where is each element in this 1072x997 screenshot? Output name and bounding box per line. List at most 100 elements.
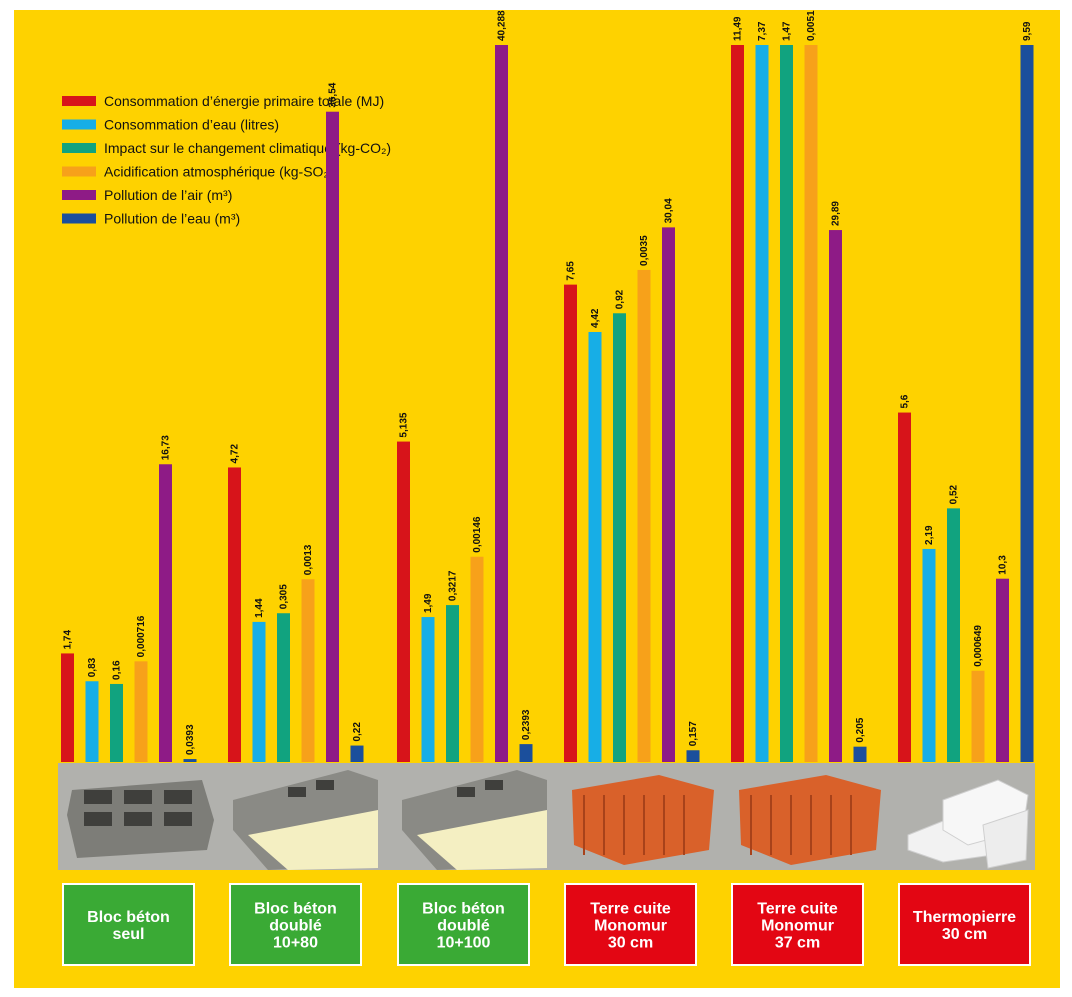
data-label: 0,0035 bbox=[639, 235, 650, 266]
bar bbox=[446, 605, 459, 762]
data-label: 1,44 bbox=[254, 598, 265, 618]
legend-swatch bbox=[62, 119, 96, 130]
data-label: 1,47 bbox=[782, 21, 793, 41]
bar bbox=[947, 508, 960, 762]
insulation-layer bbox=[248, 810, 378, 870]
bar bbox=[326, 111, 339, 763]
legend-swatch bbox=[62, 166, 96, 177]
block-hole bbox=[164, 790, 192, 804]
block-hole bbox=[124, 812, 152, 826]
data-label: 0,52 bbox=[949, 484, 960, 504]
bar bbox=[755, 45, 769, 762]
category-label: Terre cuite bbox=[757, 901, 838, 918]
aerated-block-shape bbox=[982, 809, 1029, 869]
bar bbox=[85, 681, 99, 762]
bar bbox=[495, 45, 508, 762]
category-label: Monomur bbox=[594, 918, 667, 935]
legend-swatch bbox=[62, 143, 96, 153]
bar bbox=[637, 269, 651, 762]
category-box bbox=[231, 885, 360, 964]
data-label: 0,157 bbox=[688, 721, 699, 746]
category-box bbox=[566, 885, 695, 964]
bar-groups: 1,74 4,72 5,135 7,65 11,49 5,6 0,83 1,44 1,49 4,4… bbox=[61, 10, 1034, 763]
block-hole bbox=[124, 790, 152, 804]
data-label: 29,89 bbox=[831, 201, 842, 226]
data-label: 5,135 bbox=[399, 412, 410, 437]
data-label: 0,2393 bbox=[521, 709, 532, 740]
category-box bbox=[900, 885, 1029, 964]
category-label: 37 cm bbox=[775, 935, 820, 952]
data-label: 4,42 bbox=[590, 308, 601, 328]
legend-label: Consommation d’eau (litres) bbox=[104, 117, 279, 133]
category-label: 10+100 bbox=[437, 935, 491, 952]
category-label: 30 cm bbox=[942, 926, 987, 943]
bar bbox=[183, 759, 197, 762]
category-label: Monomur bbox=[761, 918, 834, 935]
category-label: Thermopierre bbox=[913, 909, 1016, 926]
block-hole bbox=[288, 787, 306, 797]
category-box bbox=[64, 885, 193, 964]
data-label: 0,3217 bbox=[448, 570, 459, 601]
bar bbox=[971, 670, 985, 762]
legend-swatch bbox=[62, 96, 96, 106]
bar bbox=[134, 661, 148, 762]
block-hole bbox=[457, 787, 475, 797]
data-label: 36,54 bbox=[328, 82, 339, 107]
block-hole bbox=[164, 812, 192, 826]
block-hole bbox=[84, 790, 112, 804]
category-label: 10+80 bbox=[273, 935, 318, 952]
bar bbox=[780, 45, 793, 762]
legend-swatch bbox=[62, 190, 96, 200]
data-label: 0,205 bbox=[855, 717, 866, 742]
bar bbox=[350, 745, 364, 762]
data-label: 0,92 bbox=[615, 289, 626, 309]
data-label: 2,19 bbox=[924, 525, 935, 545]
category-label: Bloc béton bbox=[87, 909, 170, 926]
bar bbox=[110, 683, 123, 762]
data-label: 30,04 bbox=[664, 198, 675, 223]
data-label: 0,0393 bbox=[185, 724, 196, 755]
data-label: 7,37 bbox=[757, 21, 768, 41]
bar bbox=[829, 230, 842, 763]
category-label: seul bbox=[112, 926, 144, 943]
category-label: doublé bbox=[437, 918, 490, 935]
bar bbox=[228, 467, 241, 762]
bar bbox=[662, 227, 675, 762]
category-label: Terre cuite bbox=[590, 901, 671, 918]
bar bbox=[470, 556, 484, 762]
bar bbox=[564, 284, 577, 762]
bar bbox=[731, 45, 744, 762]
bar bbox=[1020, 45, 1034, 762]
category-label: doublé bbox=[269, 918, 322, 935]
bar bbox=[421, 617, 435, 762]
product-images bbox=[67, 770, 1029, 870]
data-label: 0,000716 bbox=[136, 615, 147, 657]
legend: Consommation d’énergie primaire totale (… bbox=[62, 93, 391, 227]
data-label: 4,72 bbox=[230, 444, 241, 464]
block-hole bbox=[485, 780, 503, 790]
bar bbox=[301, 579, 315, 762]
bar bbox=[996, 578, 1009, 762]
data-label: 0,00146 bbox=[472, 516, 483, 553]
legend-label: Pollution de l’air (m³) bbox=[104, 187, 232, 203]
category-box bbox=[399, 885, 528, 964]
legend-swatch bbox=[62, 213, 96, 224]
bar bbox=[853, 746, 867, 762]
block-hole bbox=[84, 812, 112, 826]
data-label: 9,59 bbox=[1022, 21, 1033, 41]
bar bbox=[277, 613, 290, 762]
bar bbox=[898, 412, 911, 762]
insulation-layer bbox=[417, 810, 547, 870]
legend-label: Pollution de l’eau (m³) bbox=[104, 211, 240, 227]
bar bbox=[588, 331, 602, 762]
bar bbox=[519, 744, 533, 762]
category-label: Bloc béton bbox=[422, 901, 505, 918]
block-hole bbox=[316, 780, 334, 790]
bar bbox=[397, 441, 410, 762]
data-label: 5,6 bbox=[900, 394, 911, 408]
data-label: 0,0051 bbox=[806, 10, 817, 41]
legend-label: Consommation d’énergie primaire totale (… bbox=[104, 93, 384, 109]
data-label: 0,83 bbox=[87, 657, 98, 677]
data-label: 0,16 bbox=[112, 660, 123, 680]
